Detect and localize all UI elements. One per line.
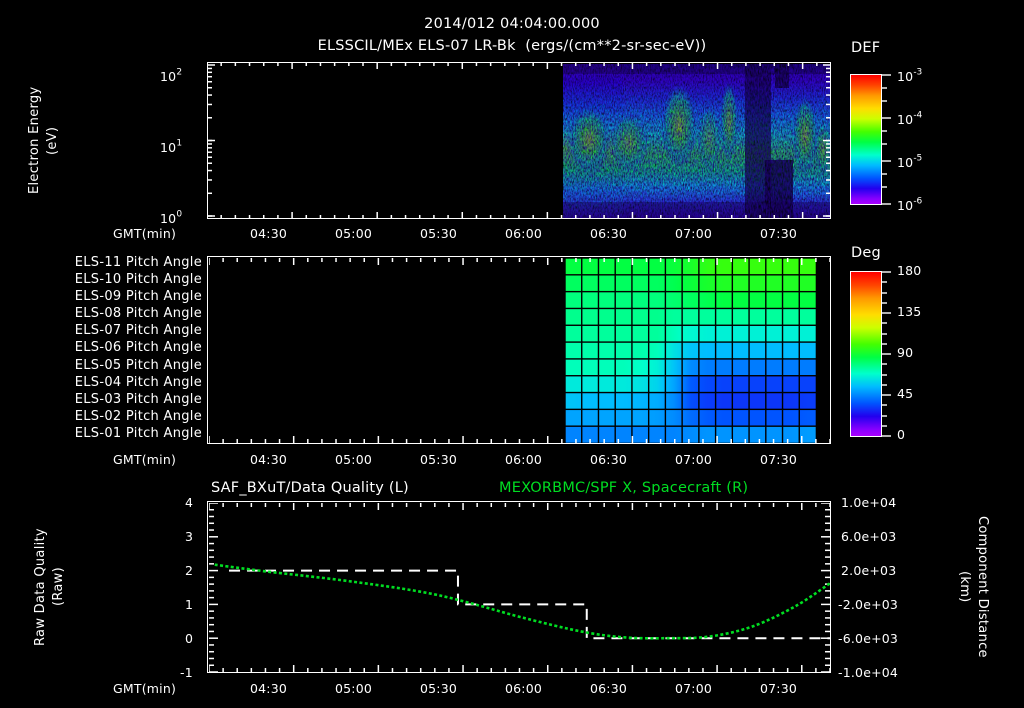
colorbar-def-label-3: 10-3	[897, 67, 923, 84]
panel3-frame	[207, 501, 831, 673]
panel2-xtick-0730: 07:30	[760, 452, 798, 467]
panel2-xtick-0500: 05:00	[335, 452, 373, 467]
panel3-ylabel-right: Component Distance (km)	[957, 516, 990, 658]
panel-electron-energy-spectrogram	[207, 62, 831, 219]
panel1-ytick-1e2: 102	[160, 67, 183, 84]
panel3-xtick-0430: 04:30	[250, 681, 288, 696]
panel2-row-els08: ELS-08 Pitch Angle	[74, 306, 202, 322]
panel1-ytick-1e0: 100	[160, 209, 183, 226]
panel3-rtick-m6e3: -6.0e+03	[838, 631, 899, 646]
colorbar-deg-label-180: 180	[897, 263, 922, 278]
panel1-xtick-0430: 04:30	[250, 226, 288, 241]
panel1-spectrogram-canvas	[208, 63, 830, 218]
panel1-ytick-1e1: 101	[160, 138, 183, 155]
panel3-xtick-0530: 05:30	[420, 681, 458, 696]
colorbar-def-ticks	[882, 74, 891, 205]
colorbar-def-label-6: 10-6	[897, 196, 923, 213]
panel3-xtick-0700: 07:00	[675, 681, 713, 696]
colorbar-def	[850, 74, 882, 205]
panel-pitch-angle	[207, 256, 831, 444]
colorbar-def-title: DEF	[851, 40, 881, 56]
panel2-pitchangle-canvas	[208, 257, 830, 443]
panel3-ytick-2: 2	[185, 563, 194, 578]
panel2-row-els01: ELS-01 Pitch Angle	[74, 425, 202, 441]
panel1-xtick-0530: 05:30	[420, 226, 458, 241]
colorbar-deg-title: Deg	[851, 245, 881, 261]
panel2-row-els06: ELS-06 Pitch Angle	[74, 340, 202, 356]
panel1-xtick-0700: 07:00	[675, 226, 713, 241]
panel3-ytick-1: 1	[185, 597, 194, 612]
colorbar-deg-label-135: 135	[897, 304, 922, 319]
header-subtitle: ELSSCIL/MEx ELS-07 LR-Bk (ergs/(cm**2-sr…	[317, 38, 707, 54]
header-timestamp: 2014/012 04:04:00.000	[424, 16, 600, 32]
panel2-row-els03: ELS-03 Pitch Angle	[74, 391, 202, 407]
panel2-xtick-0700: 07:00	[675, 452, 713, 467]
panel3-rtick-2e3: 2.0e+03	[841, 563, 897, 578]
panel1-xtick-0500: 05:00	[335, 226, 373, 241]
panel1-xtick-0600: 06:00	[505, 226, 543, 241]
panel3-title-left: SAF_BXuT/Data Quality (L)	[211, 480, 409, 496]
panel2-row-els10: ELS-10 Pitch Angle	[74, 272, 202, 288]
panel3-xtick-0500: 05:00	[335, 681, 373, 696]
panel3-xtick-0730: 07:30	[760, 681, 798, 696]
panel3-xlabel: GMT(min)	[113, 681, 177, 696]
panel3-xtick-0600: 06:00	[505, 681, 543, 696]
panel3-ytick-0: 0	[185, 631, 194, 646]
panel2-row-els11: ELS-11 Pitch Angle	[74, 255, 202, 270]
panel1-xtick-0630: 06:30	[590, 226, 628, 241]
panel2-xlabel: GMT(min)	[113, 452, 177, 467]
panel2-row-els04: ELS-04 Pitch Angle	[74, 374, 202, 390]
colorbar-deg-label-90: 90	[897, 345, 914, 360]
panel2-row-els05: ELS-05 Pitch Angle	[74, 357, 202, 373]
colorbar-deg-ticks	[882, 271, 891, 437]
panel2-row-labels: ELS-11 Pitch Angle ELS-10 Pitch Angle EL…	[60, 256, 202, 444]
panel-data-quality	[207, 501, 831, 673]
panel1-ylabel: Electron Energy (eV)	[27, 86, 60, 195]
panel2-row-els09: ELS-09 Pitch Angle	[74, 289, 202, 305]
panel1-xtick-0730: 07:30	[760, 226, 798, 241]
panel3-ylabel-left: Raw Data Quality (Raw)	[33, 528, 66, 646]
panel3-xtick-0630: 06:30	[590, 681, 628, 696]
panel3-traces-canvas	[208, 502, 830, 672]
panel2-xtick-0430: 04:30	[250, 452, 288, 467]
panel3-rtick-m1e4: -1.0e+04	[838, 665, 899, 680]
panel2-xtick-0530: 05:30	[420, 452, 458, 467]
panel1-xlabel: GMT(min)	[113, 226, 177, 241]
colorbar-deg	[850, 271, 882, 437]
colorbar-def-label-4: 10-4	[897, 110, 923, 127]
colorbar-deg-label-0: 0	[897, 427, 906, 442]
colorbar-def-label-5: 10-5	[897, 153, 923, 170]
panel2-xtick-0630: 06:30	[590, 452, 628, 467]
panel3-rtick-m2e3: -2.0e+03	[838, 597, 899, 612]
panel2-xtick-0600: 06:00	[505, 452, 543, 467]
panel3-ytick-m1: -1	[180, 665, 193, 680]
panel3-ytick-3: 3	[185, 529, 194, 544]
panel3-title-right: MEXORBMC/SPF X, Spacecraft (R)	[499, 480, 749, 496]
panel3-ytick-4: 4	[185, 495, 194, 510]
panel3-rtick-1e4: 1.0e+04	[841, 495, 897, 510]
panel2-row-els07: ELS-07 Pitch Angle	[74, 323, 202, 339]
colorbar-deg-label-45: 45	[897, 386, 914, 401]
panel3-rtick-6e3: 6.0e+03	[841, 529, 897, 544]
panel2-row-els02: ELS-02 Pitch Angle	[74, 408, 202, 424]
